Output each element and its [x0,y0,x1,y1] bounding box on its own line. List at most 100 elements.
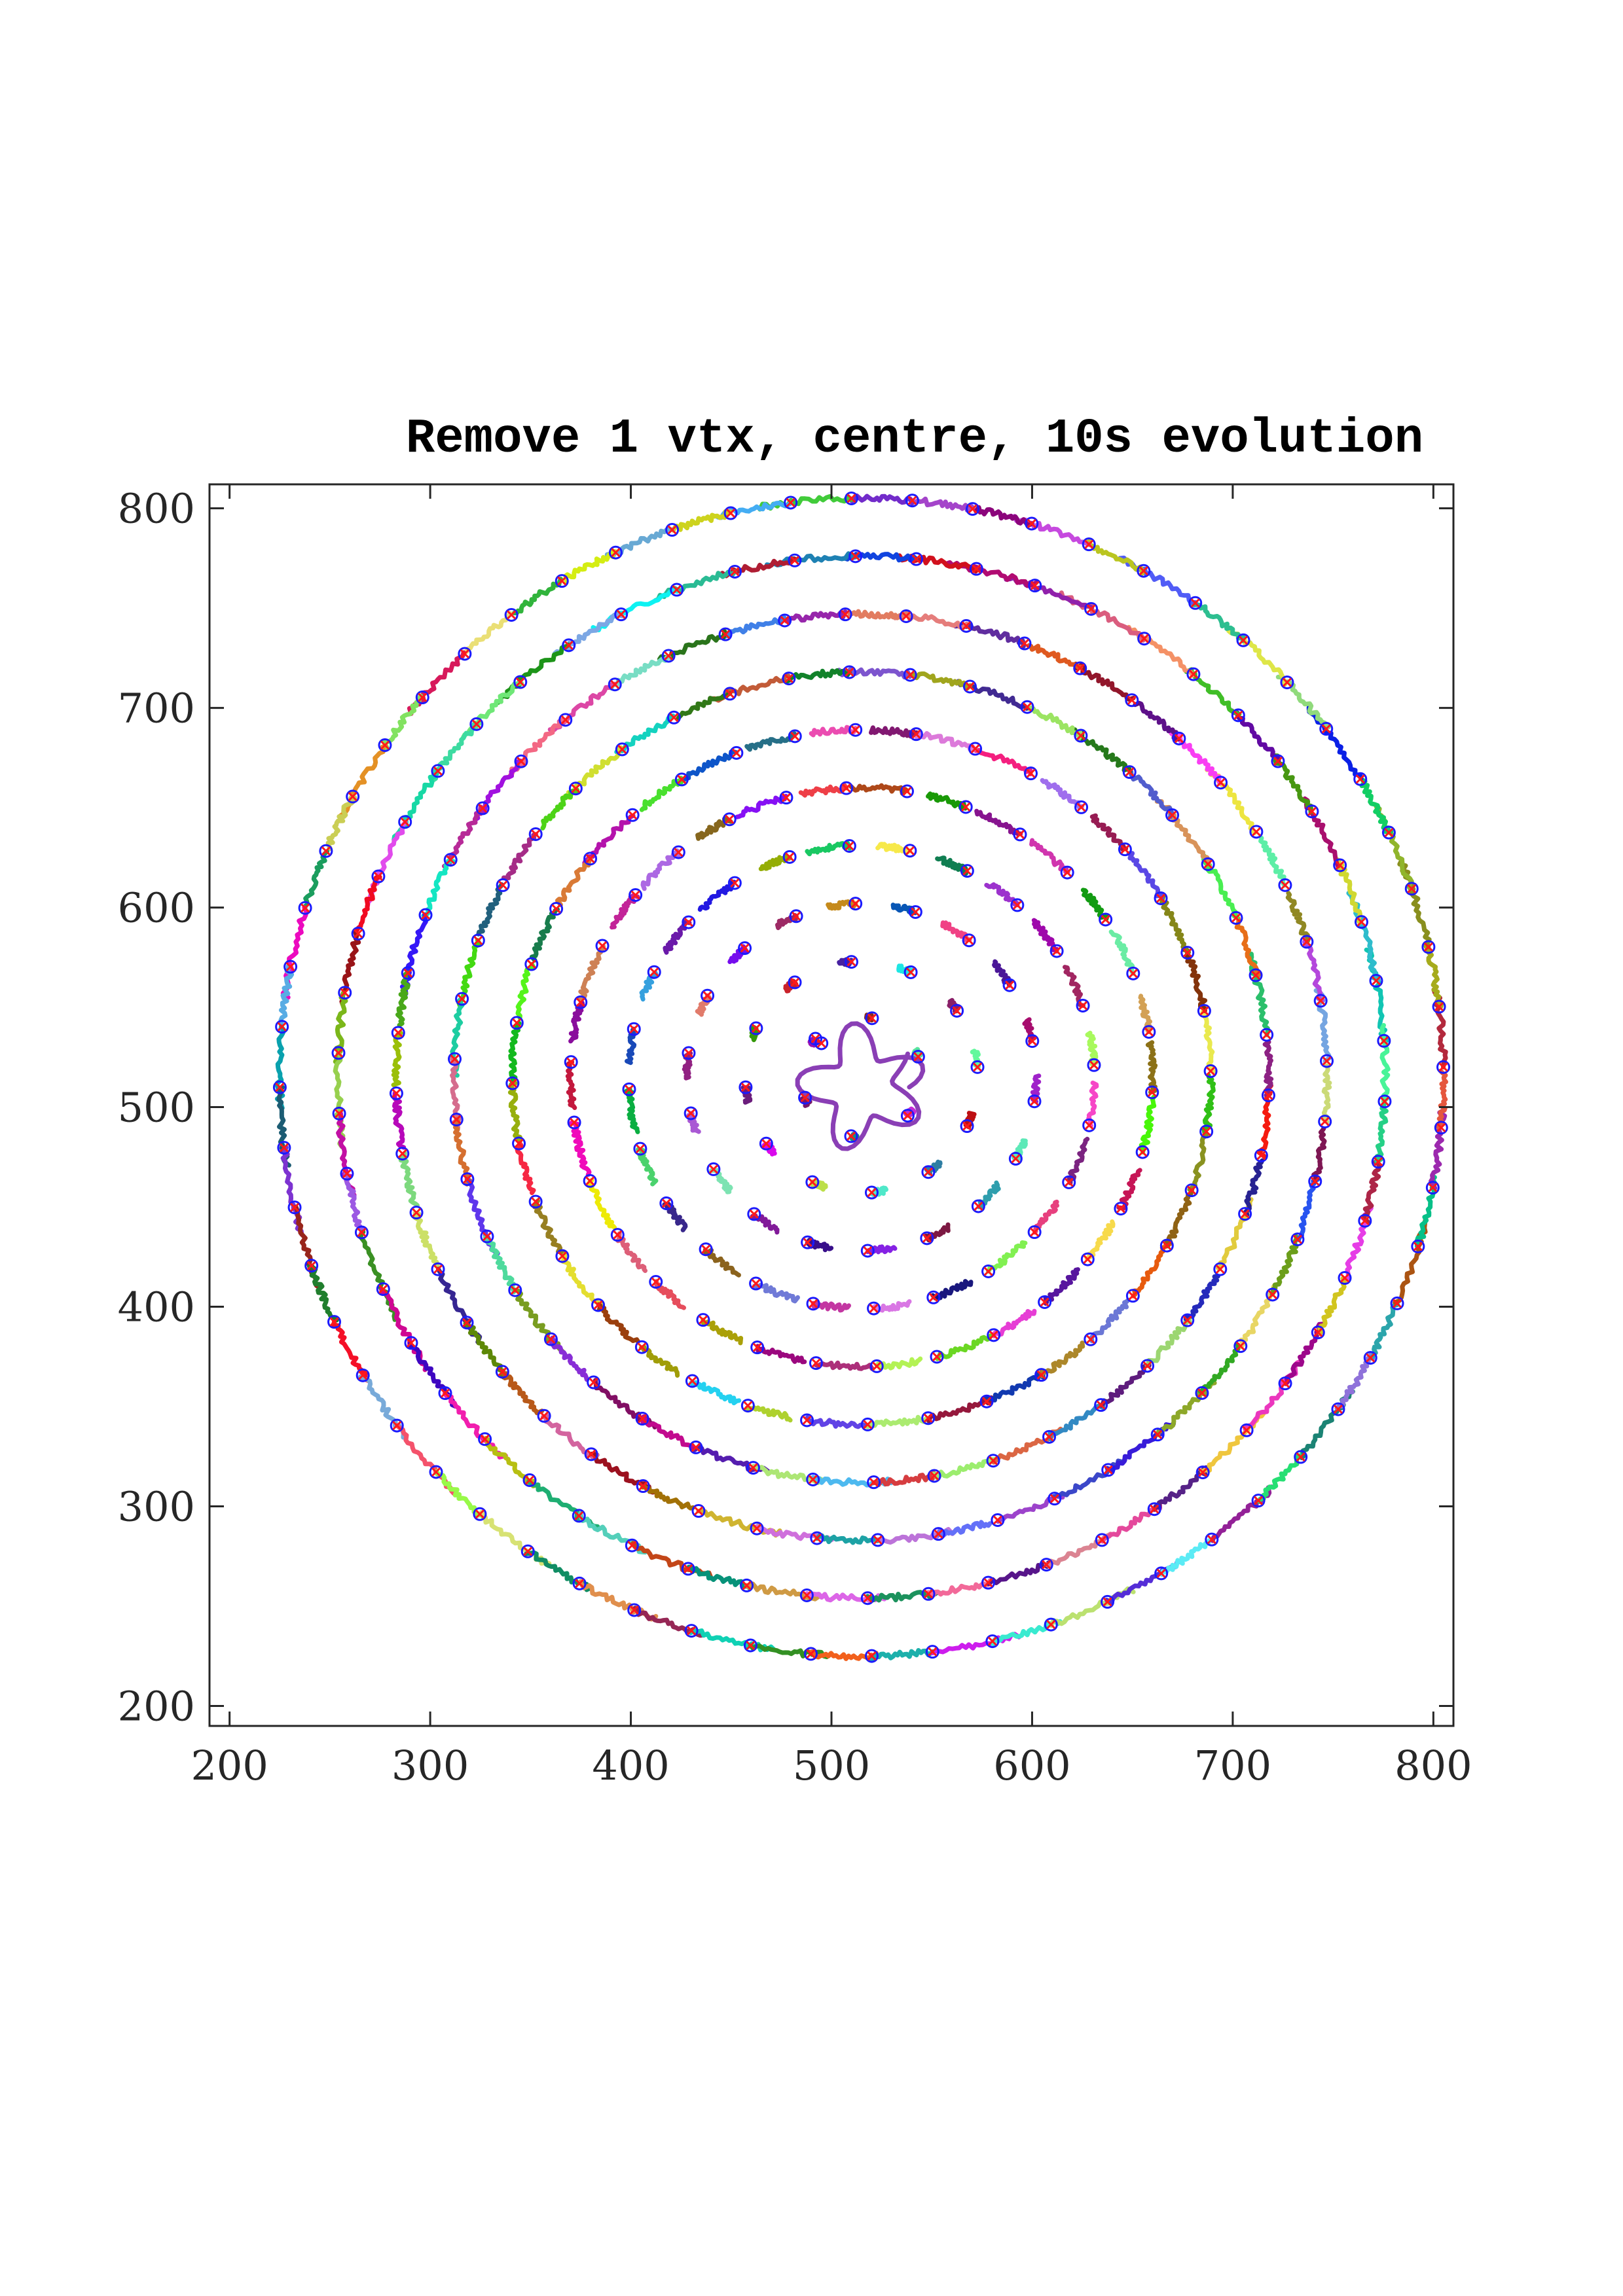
vortex-marker [608,677,622,692]
vortex-track [805,1415,867,1429]
vortex-marker [867,1301,881,1316]
vortex-track [1361,1159,1382,1224]
vortex-track [398,1151,420,1208]
vortex-marker [331,1046,346,1060]
vortex-marker [431,1262,445,1276]
vortex-marker [319,844,333,858]
vortex-track [586,1177,617,1230]
vortex-marker [1074,728,1088,743]
vortex-marker [1238,1207,1252,1221]
vortex-track [761,1141,777,1157]
vortex-marker [871,1533,885,1547]
vortex-track [752,1282,800,1304]
vortex-marker [1436,1060,1451,1074]
vortex-marker [1114,1202,1128,1216]
vortex-marker [1231,708,1245,723]
vortex-marker [627,1022,641,1036]
x-tick-label: 600 [993,1742,1070,1789]
vortex-track [515,1141,536,1195]
vortex-marker [1074,800,1089,814]
vortex-marker [729,745,744,760]
vortex-marker [743,1638,757,1653]
vortex-track [1083,539,1145,576]
vortex-marker [839,781,854,795]
y-tick-label: 200 [118,1683,195,1731]
vortex-track [689,1380,742,1406]
vortex-track [695,993,712,1017]
vortex-marker [1184,1183,1199,1198]
vortex-track [343,1172,366,1236]
vortex-track [871,1471,936,1488]
vortex-track [442,804,483,869]
vortex-track [686,1111,701,1134]
vortex-marker [959,619,974,633]
vortex-marker [469,717,484,731]
vortex-marker [1261,1088,1275,1103]
vortex-track [434,1469,485,1519]
vortex-marker [682,915,696,929]
vortex-track [991,1618,1063,1647]
vortex-marker [537,1408,551,1423]
vortex-track [483,1234,517,1295]
vortex-track [577,944,606,1001]
vortex-track [1197,1342,1241,1394]
vortex-track [1043,1267,1080,1306]
x-tick-label: 400 [592,1742,669,1789]
vortex-marker [860,1591,875,1605]
vortex-marker [1034,1368,1049,1382]
vortex-marker [860,1417,875,1431]
vortex-marker [1381,825,1396,840]
vortex-track [391,1030,403,1088]
vortex-track [983,1369,1051,1403]
vortex-marker [1195,1465,1210,1480]
vortex-marker [960,1119,974,1134]
vortex-marker [665,523,680,537]
vortex-marker [958,800,973,814]
vortex-track [307,1264,339,1323]
vortex-track [1296,1177,1321,1242]
vortex-track [671,509,733,533]
vortex-marker [991,1513,1005,1527]
vortex-marker [438,1386,452,1401]
vortex-marker [1099,912,1113,927]
vortex-track [1072,727,1133,774]
vortex-marker [543,1332,558,1346]
vortex-marker [1338,1271,1352,1285]
vortex-marker [1188,596,1203,610]
vortex-track [1129,769,1175,819]
vortex-marker [927,1469,941,1483]
vortex-marker [1331,1402,1345,1416]
vortex-track [1139,1094,1157,1155]
vortex-marker [661,649,676,663]
vortex-marker [458,647,472,661]
vortex-track [639,776,684,812]
vortex-marker [962,679,977,694]
vortex-marker [401,966,415,980]
vortex-track [744,731,797,752]
vortex-marker [727,564,742,579]
vortex-track [1379,1023,1391,1104]
vortex-track [682,1050,693,1081]
vortex-marker [1094,1398,1108,1412]
vortex-marker [449,1113,464,1127]
vortex-marker [574,995,588,1009]
vortex-marker [804,1647,818,1661]
vortex-marker [627,1603,642,1617]
vortex-marker [1027,1094,1042,1109]
vortex-marker [1390,1296,1404,1310]
vortex-marker [332,1106,346,1121]
vortex-track [421,859,456,918]
vortex-track [325,795,357,851]
vortex-track [501,832,538,880]
vortex-marker [625,1538,639,1552]
vortex-marker [1249,968,1263,982]
vortex-marker [1411,1239,1425,1253]
vortex-track [496,642,571,705]
vortex-track [1269,1234,1299,1297]
vortex-marker [275,1020,289,1034]
vortex-marker [799,1588,814,1602]
vortex-marker [747,1207,761,1221]
vortex-marker [1154,1566,1169,1581]
vortex-marker [1233,1339,1248,1354]
